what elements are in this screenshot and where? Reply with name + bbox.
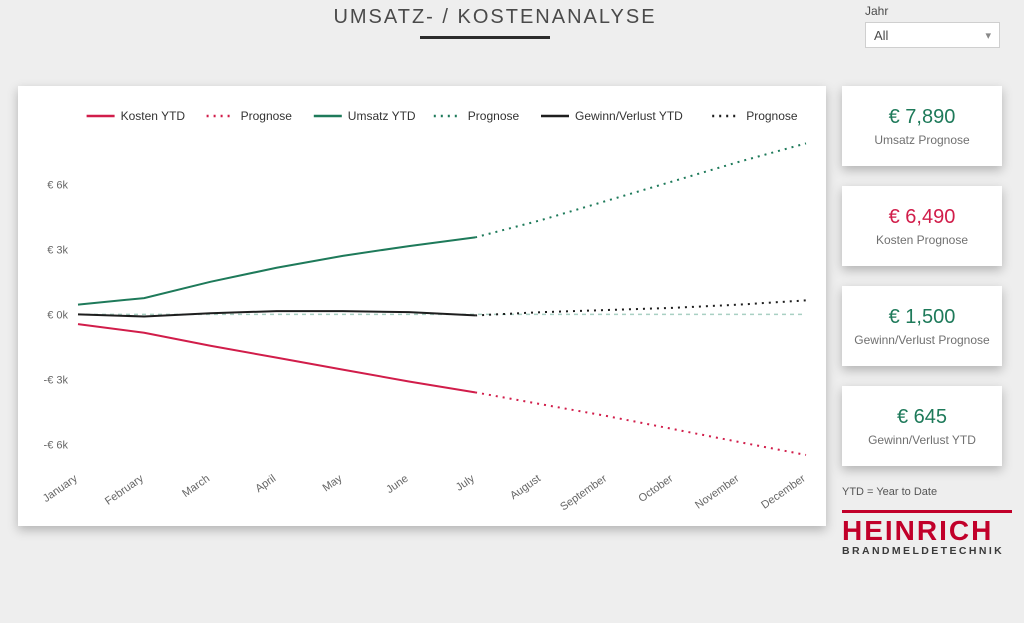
y-tick-label: -€ 6k — [44, 439, 69, 451]
x-tick-label: February — [103, 472, 146, 507]
logo-main-text: HEINRICH — [842, 517, 1012, 545]
x-tick-label: August — [508, 473, 543, 502]
kpi-card-kosten-prognose: € 6,490 Kosten Prognose — [842, 186, 1002, 266]
kpi-label: Gewinn/Verlust YTD — [868, 433, 976, 447]
legend-label: Gewinn/Verlust YTD — [575, 109, 683, 123]
chart-card: € 6k € 3k € 0k -€ 3k -€ 6k January February Mar… — [18, 86, 826, 526]
y-tick-label: € 0k — [47, 309, 68, 321]
x-tick-label: March — [180, 473, 212, 500]
x-tick-label: September — [558, 472, 609, 513]
kpi-card-gewinn-ytd: € 645 Gewinn/Verlust YTD — [842, 386, 1002, 466]
year-filter-selected: All — [874, 28, 888, 43]
chart-svg: € 6k € 3k € 0k -€ 3k -€ 6k January February Mar… — [18, 86, 826, 526]
legend-label: Kosten YTD — [121, 109, 186, 123]
kpi-label: Gewinn/Verlust Prognose — [854, 333, 989, 347]
x-tick-label: April — [253, 473, 278, 495]
y-tick-label: -€ 3k — [44, 374, 69, 386]
kpi-value: € 1,500 — [889, 306, 956, 329]
series-kosten-prognose — [475, 392, 806, 455]
logo-bar — [842, 510, 1012, 513]
legend-label: Umsatz YTD — [348, 109, 416, 123]
legend-label: Prognose — [468, 109, 520, 123]
page-title: UMSATZ- / KOSTENANALYSE — [320, 6, 670, 29]
kpi-value: € 7,890 — [889, 106, 956, 129]
kpi-value: € 645 — [897, 406, 947, 429]
x-tick-label: November — [693, 472, 742, 511]
footnote-ytd: YTD = Year to Date — [842, 486, 937, 498]
year-filter-select[interactable]: All ▾ — [865, 22, 1000, 48]
series-umsatz-ytd — [78, 237, 475, 304]
kpi-label: Umsatz Prognose — [874, 133, 969, 147]
series-umsatz-prognose — [475, 143, 806, 237]
x-tick-label: January — [41, 472, 80, 505]
y-tick-label: € 6k — [47, 179, 68, 191]
kpi-value: € 6,490 — [889, 206, 956, 229]
x-tick-label: May — [321, 472, 345, 494]
kpi-label: Kosten Prognose — [876, 233, 968, 247]
year-filter-label: Jahr — [865, 4, 888, 18]
x-tick-label: December — [759, 472, 808, 511]
series-kosten-ytd — [78, 324, 475, 392]
title-underline — [420, 36, 550, 39]
kpi-card-umsatz-prognose: € 7,890 Umsatz Prognose — [842, 86, 1002, 166]
x-tick-label: July — [454, 472, 477, 493]
x-tick-label: October — [636, 472, 675, 504]
legend-label: Prognose — [241, 109, 293, 123]
dashboard-root: UMSATZ- / KOSTENANALYSE Jahr All ▾ € 6k€… — [0, 0, 1024, 623]
logo-sub-text: BRANDMELDETECHNIK — [842, 545, 1012, 557]
series-gewinn-verlust-prognose — [475, 300, 806, 315]
brand-logo: HEINRICH BRANDMELDETECHNIK — [842, 510, 1012, 557]
y-tick-label: € 3k — [47, 244, 68, 256]
legend-label: Prognose — [746, 109, 798, 123]
chevron-down-icon: ▾ — [985, 29, 991, 42]
kpi-card-gewinn-prognose: € 1,500 Gewinn/Verlust Prognose — [842, 286, 1002, 366]
x-tick-label: June — [384, 473, 410, 497]
